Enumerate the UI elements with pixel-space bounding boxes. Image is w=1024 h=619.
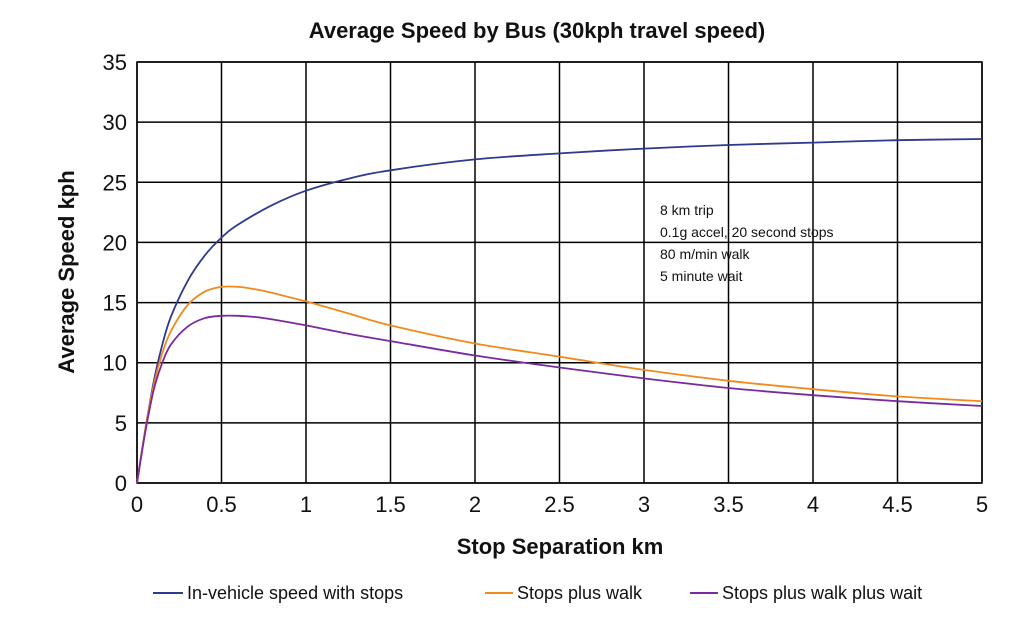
x-tick-label: 5: [976, 492, 988, 517]
y-tick-label: 0: [115, 471, 127, 496]
annotation-line: 8 km trip: [660, 202, 714, 218]
annotation-line: 5 minute wait: [660, 268, 743, 284]
y-tick-labels: 0 5 10 15 20 25 30 35: [103, 50, 127, 496]
legend-label-stops-plus-walk: Stops plus walk: [517, 583, 643, 603]
y-tick-label: 30: [103, 110, 127, 135]
x-tick-labels: 0 0.5 1 1.5 2 2.5 3 3.5 4 4.5 5: [131, 492, 988, 517]
series-line-stops-plus-walk: [136, 285, 983, 484]
x-tick-label: 1: [300, 492, 312, 517]
x-tick-label: 4: [807, 492, 819, 517]
x-tick-label: 0.5: [206, 492, 237, 517]
series-line-in-vehicle: [136, 138, 983, 484]
y-tick-label: 10: [103, 351, 127, 376]
annotation-box: 8 km trip 0.1g accel, 20 second stops 80…: [660, 202, 834, 284]
y-tick-label: 15: [103, 291, 127, 316]
x-tick-label: 4.5: [882, 492, 913, 517]
chart-title: Average Speed by Bus (30kph travel speed…: [309, 18, 765, 43]
y-tick-label: 25: [103, 170, 127, 195]
x-tick-label: 3: [638, 492, 650, 517]
legend: In-vehicle speed with stops Stops plus w…: [153, 583, 922, 603]
y-axis-label: Average Speed kph: [54, 170, 79, 373]
legend-label-stops-walk-wait: Stops plus walk plus wait: [722, 583, 922, 603]
x-tick-label: 1.5: [375, 492, 406, 517]
x-tick-label: 2: [469, 492, 481, 517]
series-line-stops-walk-wait: [136, 314, 983, 484]
x-axis-label: Stop Separation km: [457, 534, 664, 559]
annotation-line: 0.1g accel, 20 second stops: [660, 224, 834, 240]
x-tick-label: 3.5: [713, 492, 744, 517]
x-tick-label: 2.5: [544, 492, 575, 517]
y-tick-label: 5: [115, 411, 127, 436]
plot-frame: [136, 61, 983, 484]
y-tick-label: 35: [103, 50, 127, 75]
x-tick-label: 0: [131, 492, 143, 517]
legend-label-in-vehicle: In-vehicle speed with stops: [187, 583, 403, 603]
y-tick-label: 20: [103, 230, 127, 255]
series-lines: [136, 138, 983, 484]
annotation-line: 80 m/min walk: [660, 246, 750, 262]
